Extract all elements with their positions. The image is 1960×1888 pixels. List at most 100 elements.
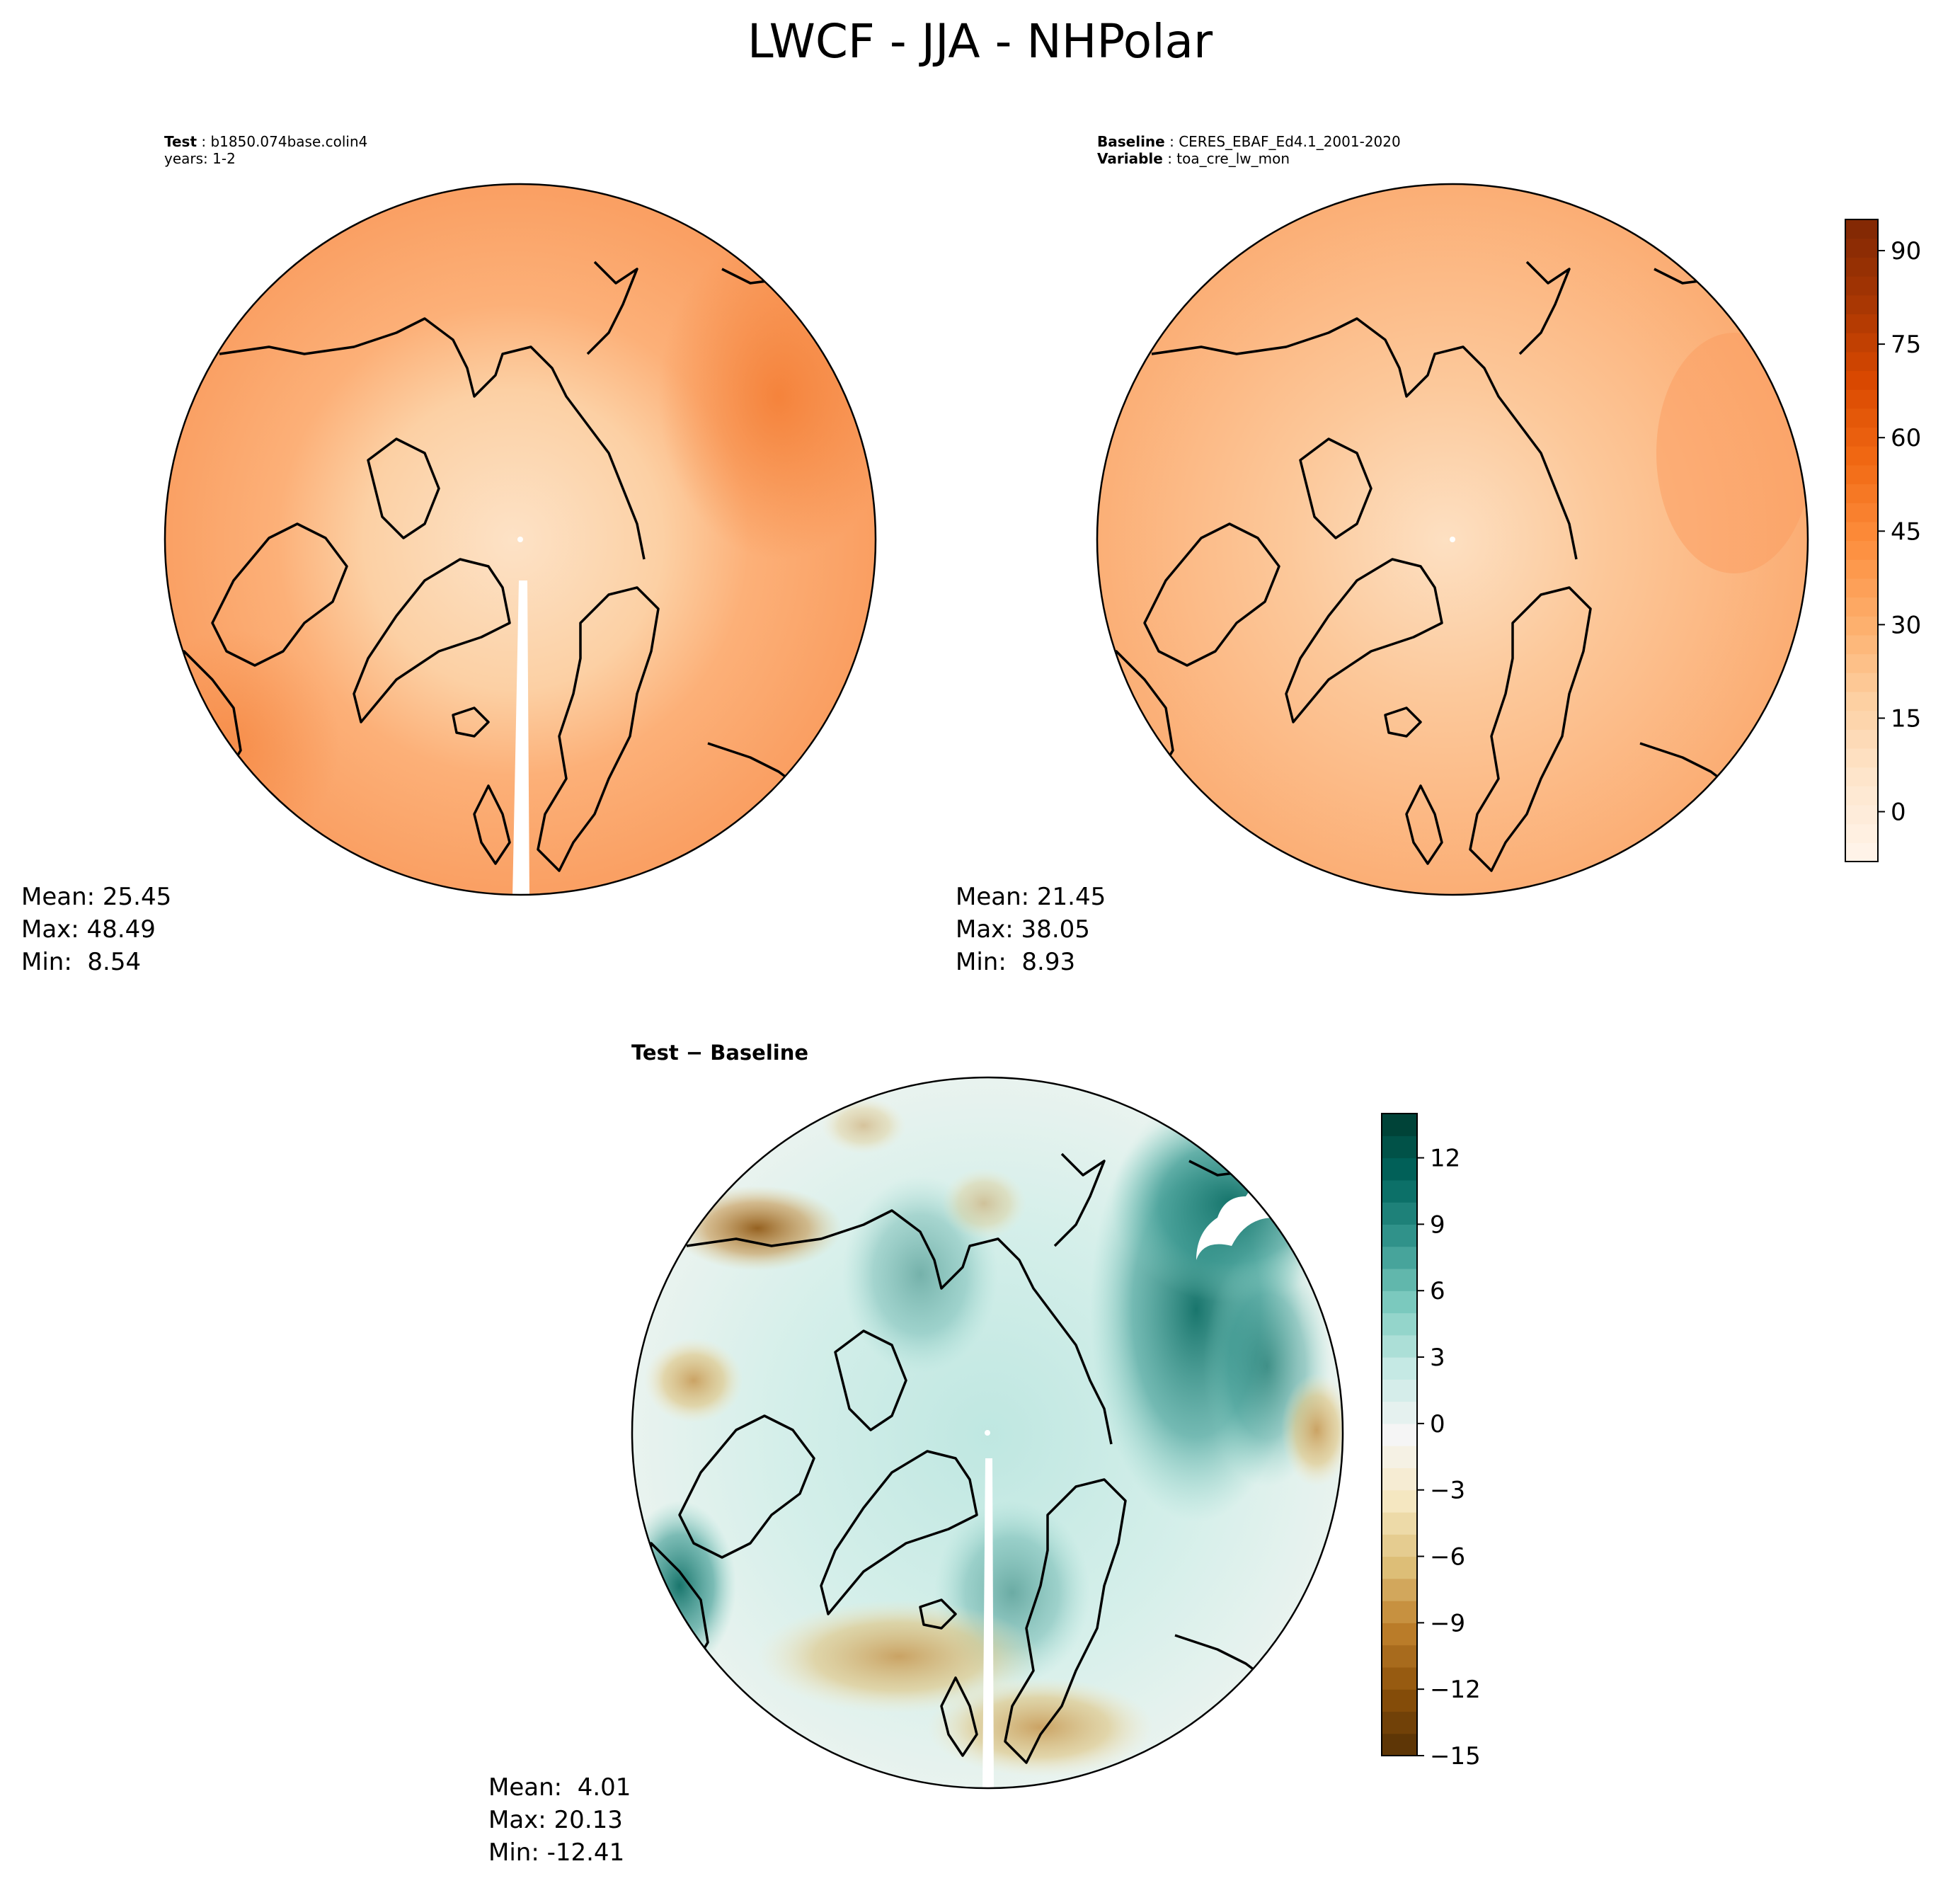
baseline-colorbar-band — [1845, 729, 1878, 749]
difference-colorbar-tick-label: 0 — [1430, 1410, 1445, 1438]
difference-colorbar-tick-label: 9 — [1430, 1211, 1445, 1239]
difference-title: Test − Baseline — [631, 1041, 809, 1065]
difference-colorbar-band — [1382, 1556, 1417, 1579]
difference-stats: Mean: 4.01 Max: 20.13 Min: -12.41 — [488, 1771, 631, 1869]
difference-mean: Mean: 4.01 — [488, 1773, 631, 1802]
difference-colorbar-band — [1382, 1468, 1417, 1491]
baseline-label: Baseline : CERES_EBAF_Ed4.1_2001-2020 Va… — [1097, 133, 1401, 167]
baseline-mean: Mean: 21.45 — [956, 883, 1106, 911]
baseline-colorbar-band — [1845, 653, 1878, 673]
baseline-colorbar-band — [1845, 446, 1878, 466]
baseline-colorbar-tick-label: 75 — [1891, 331, 1921, 359]
difference-colorbar-band — [1382, 1379, 1417, 1402]
baseline-colorbar-band — [1845, 503, 1878, 522]
difference-colorbar-band — [1382, 1246, 1417, 1269]
baseline-colorbar-band — [1845, 333, 1878, 353]
test-label-value: b1850.074base.colin4 — [210, 133, 368, 150]
difference-colorbar-tick-label: −3 — [1430, 1477, 1465, 1505]
difference-colorbar-tick-label: 6 — [1430, 1277, 1445, 1305]
baseline-max: Max: 38.05 — [956, 915, 1090, 944]
difference-colorbar-tick-label: −9 — [1430, 1609, 1465, 1637]
baseline-colorbar-band — [1845, 219, 1878, 239]
baseline-colorbar-band — [1845, 540, 1878, 560]
difference-colorbar-band — [1382, 1601, 1417, 1623]
difference-colorbar-tick-label: −6 — [1430, 1543, 1465, 1572]
difference-colorbar: −15 −12 −9 −6 −3 0 3 6 9 12 — [1381, 1113, 1481, 1770]
baseline-colorbar-band — [1845, 484, 1878, 503]
difference-colorbar-band — [1382, 1268, 1417, 1291]
difference-colorbar-tick-label: −12 — [1430, 1676, 1481, 1704]
baseline-label-key: Baseline — [1097, 133, 1165, 150]
difference-colorbar-band — [1382, 1114, 1417, 1136]
baseline-colorbar-tick-label: 60 — [1891, 424, 1921, 452]
difference-colorbar-band — [1382, 1689, 1417, 1712]
baseline-colorbar-band — [1845, 464, 1878, 485]
difference-map — [631, 1076, 1344, 1790]
baseline-colorbar-band — [1845, 578, 1878, 598]
test-map — [164, 183, 877, 896]
baseline-colorbar-band — [1845, 257, 1878, 277]
difference-colorbar-band — [1382, 1224, 1417, 1247]
baseline-colorbar-band — [1845, 634, 1878, 655]
difference-colorbar-band — [1382, 1157, 1417, 1181]
difference-colorbar-band — [1382, 1135, 1417, 1159]
test-label: Test : b1850.074base.colin4 years: 1-2 — [164, 133, 368, 167]
baseline-colorbar-tick-label: 45 — [1891, 517, 1921, 546]
difference-colorbar-swatches — [1382, 1114, 1417, 1756]
baseline-colorbar-tick-label: 90 — [1891, 237, 1921, 265]
difference-colorbar-band — [1382, 1534, 1417, 1557]
baseline-colorbar-band — [1845, 276, 1878, 296]
test-min: Min: 8.54 — [21, 948, 142, 976]
baseline-label-value: CERES_EBAF_Ed4.1_2001-2020 — [1179, 133, 1401, 150]
difference-colorbar-band — [1382, 1666, 1417, 1690]
baseline-colorbar: 0 15 30 45 60 75 90 — [1845, 219, 1921, 862]
difference-max: Max: 20.13 — [488, 1806, 623, 1834]
baseline-colorbar-band — [1845, 673, 1878, 692]
figure-title: LWCF - JJA - NHPolar — [747, 14, 1213, 69]
baseline-colorbar-band — [1845, 408, 1878, 428]
difference-colorbar-band — [1382, 1291, 1417, 1314]
baseline-colorbar-band — [1845, 748, 1878, 768]
difference-colorbar-band — [1382, 1711, 1417, 1734]
difference-colorbar-tick-label: 3 — [1430, 1344, 1445, 1372]
baseline-colorbar-band — [1845, 294, 1878, 314]
baseline-colorbar-band — [1845, 691, 1878, 711]
baseline-colorbar-band — [1845, 786, 1878, 806]
baseline-colorbar-swatches — [1845, 219, 1878, 862]
baseline-colorbar-band — [1845, 804, 1878, 825]
baseline-colorbar-band — [1845, 842, 1878, 862]
baseline-min: Min: 8.93 — [956, 948, 1076, 976]
difference-colorbar-band — [1382, 1423, 1417, 1446]
difference-colorbar-band — [1382, 1623, 1417, 1646]
difference-colorbar-tick-label: 12 — [1430, 1145, 1460, 1173]
baseline-colorbar-band — [1845, 710, 1878, 730]
difference-colorbar-tick-label: −15 — [1430, 1742, 1481, 1770]
difference-colorbar-band — [1382, 1312, 1417, 1336]
baseline-colorbar-ticks: 0 15 30 45 60 75 90 — [1878, 237, 1921, 827]
baseline-variable-value: toa_cre_lw_mon — [1176, 150, 1290, 167]
test-mean: Mean: 25.45 — [21, 883, 172, 911]
baseline-colorbar-band — [1845, 616, 1878, 636]
baseline-colorbar-band — [1845, 559, 1878, 579]
test-stats: Mean: 25.45 Max: 48.49 Min: 8.54 — [21, 881, 171, 978]
baseline-colorbar-band — [1845, 823, 1878, 843]
baseline-colorbar-band — [1845, 389, 1878, 409]
test-label-key: Test — [164, 133, 197, 150]
difference-colorbar-band — [1382, 1446, 1417, 1469]
baseline-colorbar-band — [1845, 351, 1878, 372]
difference-colorbar-band — [1382, 1511, 1417, 1535]
baseline-colorbar-band — [1845, 597, 1878, 617]
difference-colorbar-band — [1382, 1179, 1417, 1203]
difference-colorbar-band — [1382, 1578, 1417, 1601]
baseline-colorbar-band — [1845, 521, 1878, 542]
baseline-stats: Mean: 21.45 Max: 38.05 Min: 8.93 — [956, 881, 1106, 978]
baseline-colorbar-band — [1845, 427, 1878, 447]
baseline-colorbar-band — [1845, 767, 1878, 786]
baseline-colorbar-band — [1845, 238, 1878, 258]
difference-colorbar-ticks: −15 −12 −9 −6 −3 0 3 6 9 12 — [1417, 1145, 1481, 1770]
difference-min: Min: -12.41 — [488, 1838, 625, 1867]
baseline-variable-key: Variable — [1097, 150, 1163, 167]
baseline-colorbar-band — [1845, 370, 1878, 390]
difference-colorbar-band — [1382, 1733, 1417, 1756]
